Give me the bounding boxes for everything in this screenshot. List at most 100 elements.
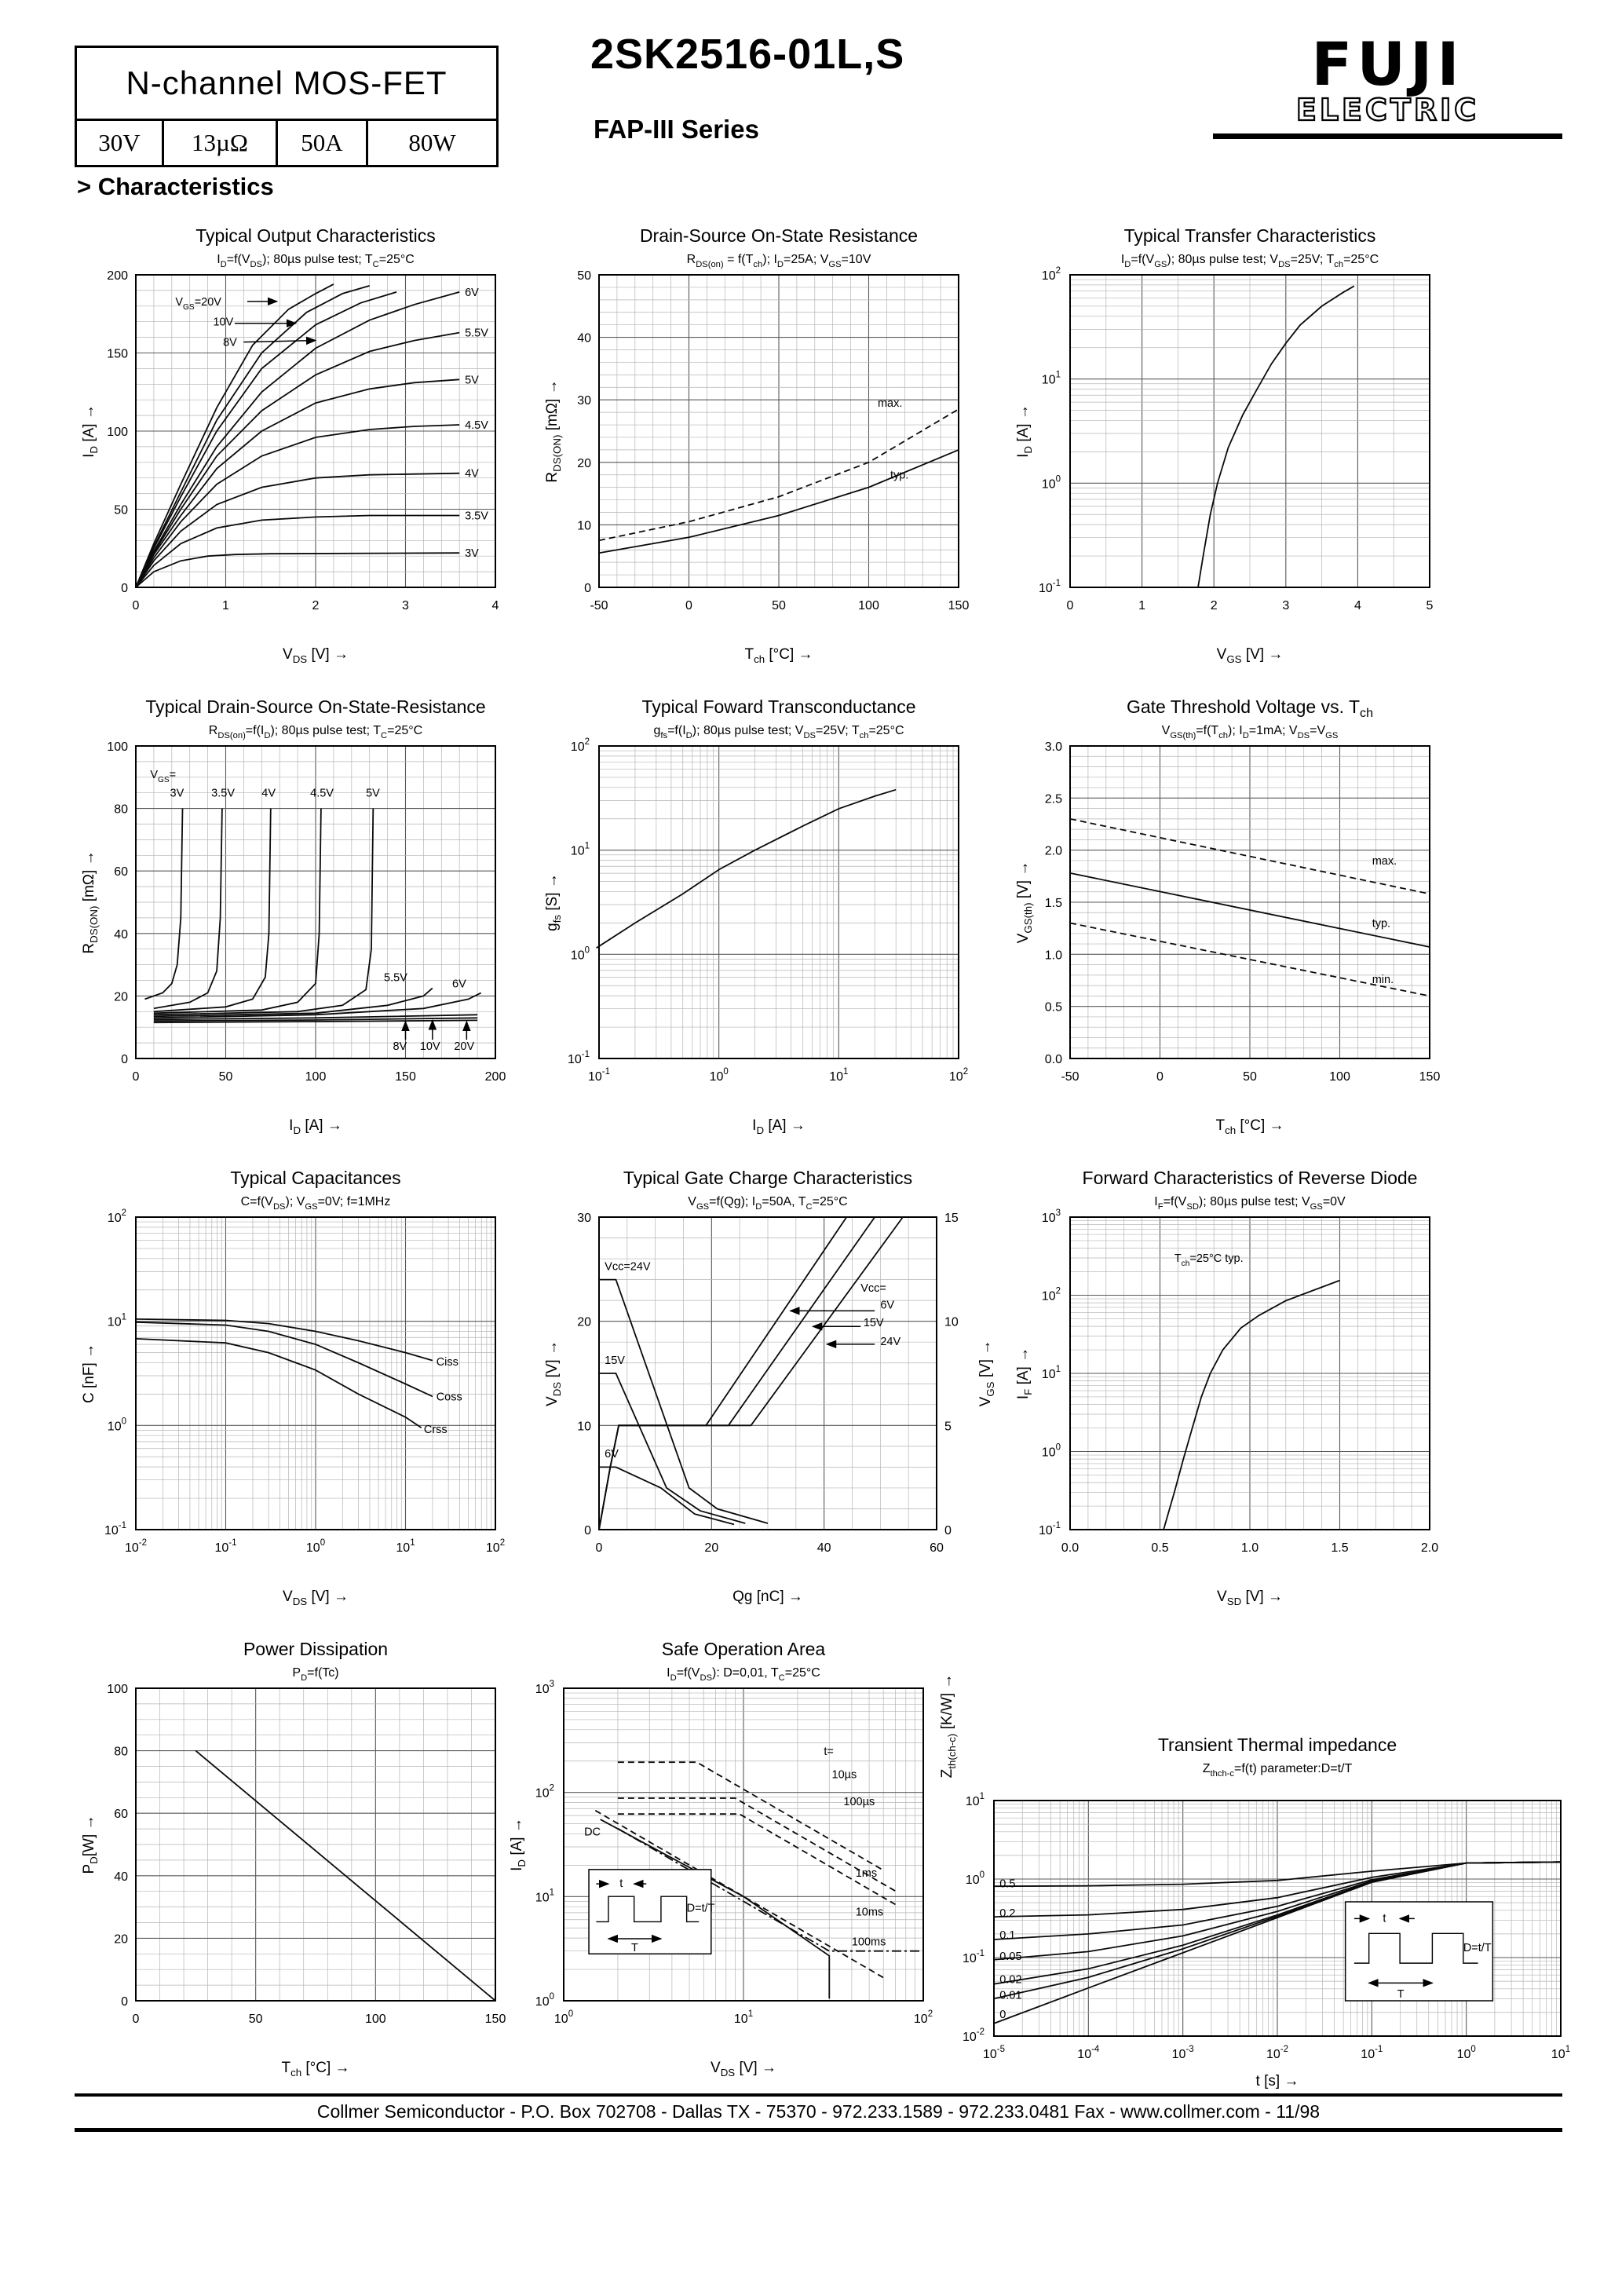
chart-title: Gate Threshold Voltage vs. Tch <box>1127 696 1373 720</box>
chart-title: Typical Transfer Characteristics <box>1124 225 1376 246</box>
series-typ. <box>1069 872 1430 948</box>
svg-text:t: t <box>619 1877 623 1890</box>
svg-text:4V: 4V <box>261 788 276 800</box>
brand-fuji: FUJI <box>1311 29 1464 99</box>
svg-text:100ms: 100ms <box>852 1936 886 1949</box>
svg-text:101: 101 <box>108 1313 126 1329</box>
series-typ. <box>598 449 959 554</box>
svg-text:6V: 6V <box>605 1448 619 1461</box>
svg-text:Vcc=24V: Vcc=24V <box>605 1260 651 1273</box>
curve-labels: VGS= 3V 3.5V 4V 4.5V 5V 5.5V 6V 8V 10V 20V <box>150 769 474 1053</box>
series-max. <box>598 408 959 542</box>
curve-labels: Tch=25°C typ. <box>1174 1252 1244 1268</box>
series-t=10µs <box>617 1761 884 1871</box>
axis-ticks: 0 50 100 150 0 20 40 60 80 100 <box>107 1683 506 2026</box>
svg-text:1ms: 1ms <box>856 1867 877 1880</box>
svg-text:t=: t= <box>824 1746 834 1758</box>
svg-text:0: 0 <box>1067 599 1074 612</box>
chart-typical-capacitances: 10-2 10-1 100 101 10210-1100101102CissCossCr… <box>81 1168 505 1607</box>
y-axis-label: ID [A] → <box>1015 404 1034 458</box>
pulse-definition-inset: t T D=t/T <box>1344 1901 1494 2002</box>
svg-text:Crss: Crss <box>424 1424 448 1436</box>
svg-text:20: 20 <box>114 990 128 1004</box>
svg-text:Coss: Coss <box>437 1391 462 1403</box>
svg-text:150: 150 <box>395 1070 416 1084</box>
series-VGS=8V <box>135 291 397 588</box>
svg-text:101: 101 <box>734 2009 753 2026</box>
chart-typical-forward-transconductance: 10-1 100 101 102 10-1 100 101 102 Typical Foward… <box>544 696 968 1136</box>
svg-text:10ms: 10ms <box>856 1906 883 1918</box>
series-VGS=10V <box>153 1017 478 1022</box>
part-summary-box: N-channel MOS-FET 30V 13µΩ 50A 80W <box>75 46 499 167</box>
x-axis-label: Qg [nC] → <box>732 1589 803 1605</box>
svg-text:60: 60 <box>114 1808 128 1821</box>
svg-text:VGS=20V: VGS=20V <box>175 296 221 312</box>
section-label: Characteristics <box>97 173 274 200</box>
x-axis-label: VDS [V] → <box>711 2060 776 2078</box>
svg-text:-50: -50 <box>590 599 608 612</box>
svg-text:D=t/T: D=t/T <box>1463 1942 1492 1954</box>
chart-subtitle: VGS=f(Qg); ID=50A, TC=25°C <box>688 1195 847 1212</box>
grid <box>1069 1216 1430 1530</box>
svg-text:6V: 6V <box>465 287 479 299</box>
curve-labels: max. typ. <box>878 397 908 482</box>
y-axis-label: Zth(ch-c) [K/W] → <box>939 1674 958 1779</box>
svg-text:-50: -50 <box>1061 1070 1079 1084</box>
series-VGS=3.5V <box>153 808 223 1010</box>
svg-text:102: 102 <box>108 1208 126 1225</box>
svg-text:100: 100 <box>1042 1443 1061 1460</box>
fuji-electric-logo: FUJI ELECTRIC <box>1213 29 1562 140</box>
svg-text:0: 0 <box>121 1053 128 1066</box>
svg-text:40: 40 <box>817 1541 831 1555</box>
svg-text:0: 0 <box>944 1524 952 1537</box>
svg-text:102: 102 <box>949 1067 968 1084</box>
series-IF <box>1163 1279 1340 1530</box>
axis-ticks: 0 50 100 150 200 0 20 40 60 80 100 <box>107 740 506 1084</box>
chart-subtitle: Zthch-c=f(t) parameter:D=t/T <box>1203 1762 1353 1779</box>
svg-text:0: 0 <box>121 1995 128 2009</box>
grid <box>135 1216 496 1530</box>
svg-text:0.5: 0.5 <box>1151 1541 1168 1555</box>
svg-text:1.0: 1.0 <box>1045 949 1062 962</box>
svg-text:10-1: 10-1 <box>963 1949 985 1965</box>
svg-text:Ciss: Ciss <box>437 1356 458 1369</box>
curve-labels: Vcc=24V 15V 6V Vcc= 6V 15V 24V <box>605 1260 901 1461</box>
svg-text:60: 60 <box>930 1541 944 1555</box>
x-axis-label: ID [A] → <box>752 1117 806 1136</box>
curves <box>993 1861 1562 2024</box>
svg-text:0: 0 <box>596 1541 603 1555</box>
svg-text:8V: 8V <box>393 1040 407 1053</box>
svg-text:150: 150 <box>1419 1070 1441 1084</box>
svg-text:2: 2 <box>1211 599 1218 612</box>
chart-title: Transient Thermal impedance <box>1158 1735 1397 1755</box>
series-VGS=4.5V <box>153 808 322 1015</box>
curves <box>598 1216 904 1530</box>
svg-text:80: 80 <box>114 1746 128 1759</box>
y-axis-label: IF [A] → <box>1015 1347 1034 1399</box>
svg-text:100: 100 <box>535 1992 554 2009</box>
series-VDS Vcc=15V <box>599 1373 746 1524</box>
series-VGS=5V <box>135 378 460 588</box>
svg-text:100: 100 <box>107 1683 128 1696</box>
chart-typical-transfer-characteristics: 0 1 2 3 4 5 10-1 100 101 102 Typical Transfer Char… <box>1015 225 1434 665</box>
svg-text:0.5: 0.5 <box>1045 1001 1062 1015</box>
footer-text: Collmer Semiconductor - P.O. Box 702708 … <box>316 2101 1321 2122</box>
svg-text:150: 150 <box>107 348 128 361</box>
svg-text:Tch=25°C typ.: Tch=25°C typ. <box>1174 1252 1244 1268</box>
y-axis-label: VGS(th) [V] → <box>1015 861 1034 944</box>
svg-text:102: 102 <box>571 737 590 754</box>
svg-text:10-1: 10-1 <box>104 1521 126 1537</box>
rating-id: 50A <box>278 121 368 165</box>
footer-rule-bottom <box>75 2128 1562 2132</box>
grid <box>598 274 959 588</box>
svg-text:1.5: 1.5 <box>1045 897 1062 910</box>
svg-text:4: 4 <box>1354 599 1361 612</box>
chart-title: Typical Output Characteristics <box>195 225 436 246</box>
svg-text:30: 30 <box>577 394 591 408</box>
series-VDS Vcc=6V <box>599 1466 735 1526</box>
svg-text:100: 100 <box>107 426 128 439</box>
svg-text:200: 200 <box>485 1070 506 1084</box>
svg-text:20: 20 <box>114 1932 128 1946</box>
chart-subtitle: IF=f(VSD); 80µs pulse test; VGS=0V <box>1154 1195 1346 1212</box>
